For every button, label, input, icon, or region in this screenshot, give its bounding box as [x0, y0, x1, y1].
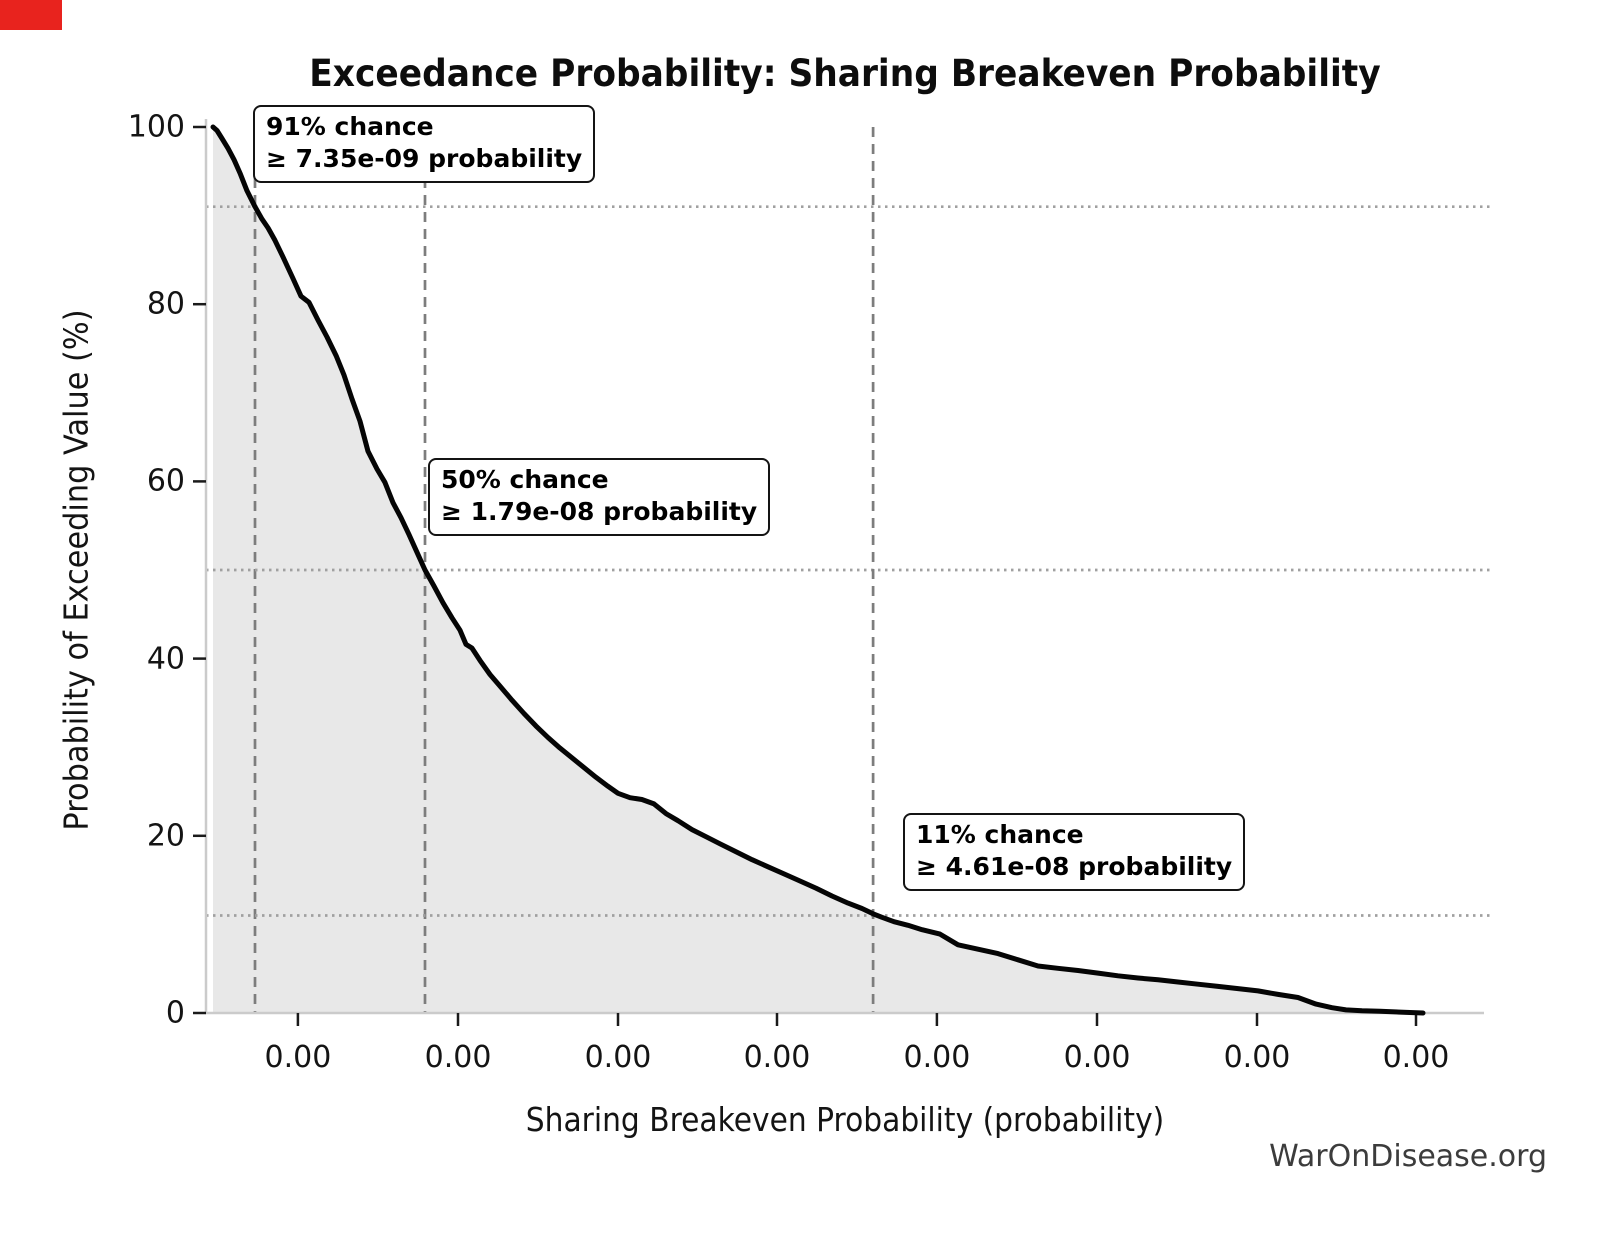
x-tick-label: 0.00 — [903, 1040, 971, 1075]
annotation-threshold-text: ≥ 7.35e-09 probability — [266, 144, 583, 173]
y-tick-label: 100 — [127, 109, 185, 145]
annotation-box: 91% chance ≥ 7.35e-09 probability — [253, 105, 596, 183]
y-tick-label: 40 — [146, 641, 185, 677]
x-tick-label: 0.00 — [264, 1040, 332, 1075]
annotation-box: 50% chance ≥ 1.79e-08 probability — [428, 458, 771, 536]
annotation-threshold-text: ≥ 4.61e-08 probability — [916, 852, 1233, 881]
x-tick-label: 0.00 — [1063, 1040, 1131, 1075]
annotation-threshold-text: ≥ 1.79e-08 probability — [441, 497, 758, 526]
watermark: WarOnDisease.org — [1269, 1139, 1547, 1174]
annotation-box: 11% chance ≥ 4.61e-08 probability — [903, 813, 1246, 891]
area-fill — [213, 127, 1423, 1013]
annotation-chance-text: 11% chance — [916, 820, 1084, 849]
x-axis-label: Sharing Breakeven Probability (probabili… — [525, 1100, 1165, 1139]
annotation-chance-text: 91% chance — [266, 112, 434, 141]
exceedance-curve — [210, 124, 1426, 1016]
x-tick-label: 0.00 — [584, 1040, 652, 1075]
x-tick-label: 0.00 — [424, 1040, 492, 1075]
x-tick-label: 0.00 — [1382, 1040, 1450, 1075]
y-tick-label: 60 — [146, 463, 185, 499]
recording-indicator — [0, 0, 62, 30]
y-tick-label: 80 — [146, 286, 185, 322]
y-tick-label: 20 — [146, 818, 185, 854]
chart-title: Exceedance Probability: Sharing Breakeve… — [309, 52, 1381, 95]
x-tick-label: 0.00 — [1223, 1040, 1291, 1075]
y-tick-label: 0 — [165, 995, 185, 1031]
x-tick-label: 0.00 — [743, 1040, 811, 1075]
annotation-chance-text: 50% chance — [441, 465, 609, 494]
